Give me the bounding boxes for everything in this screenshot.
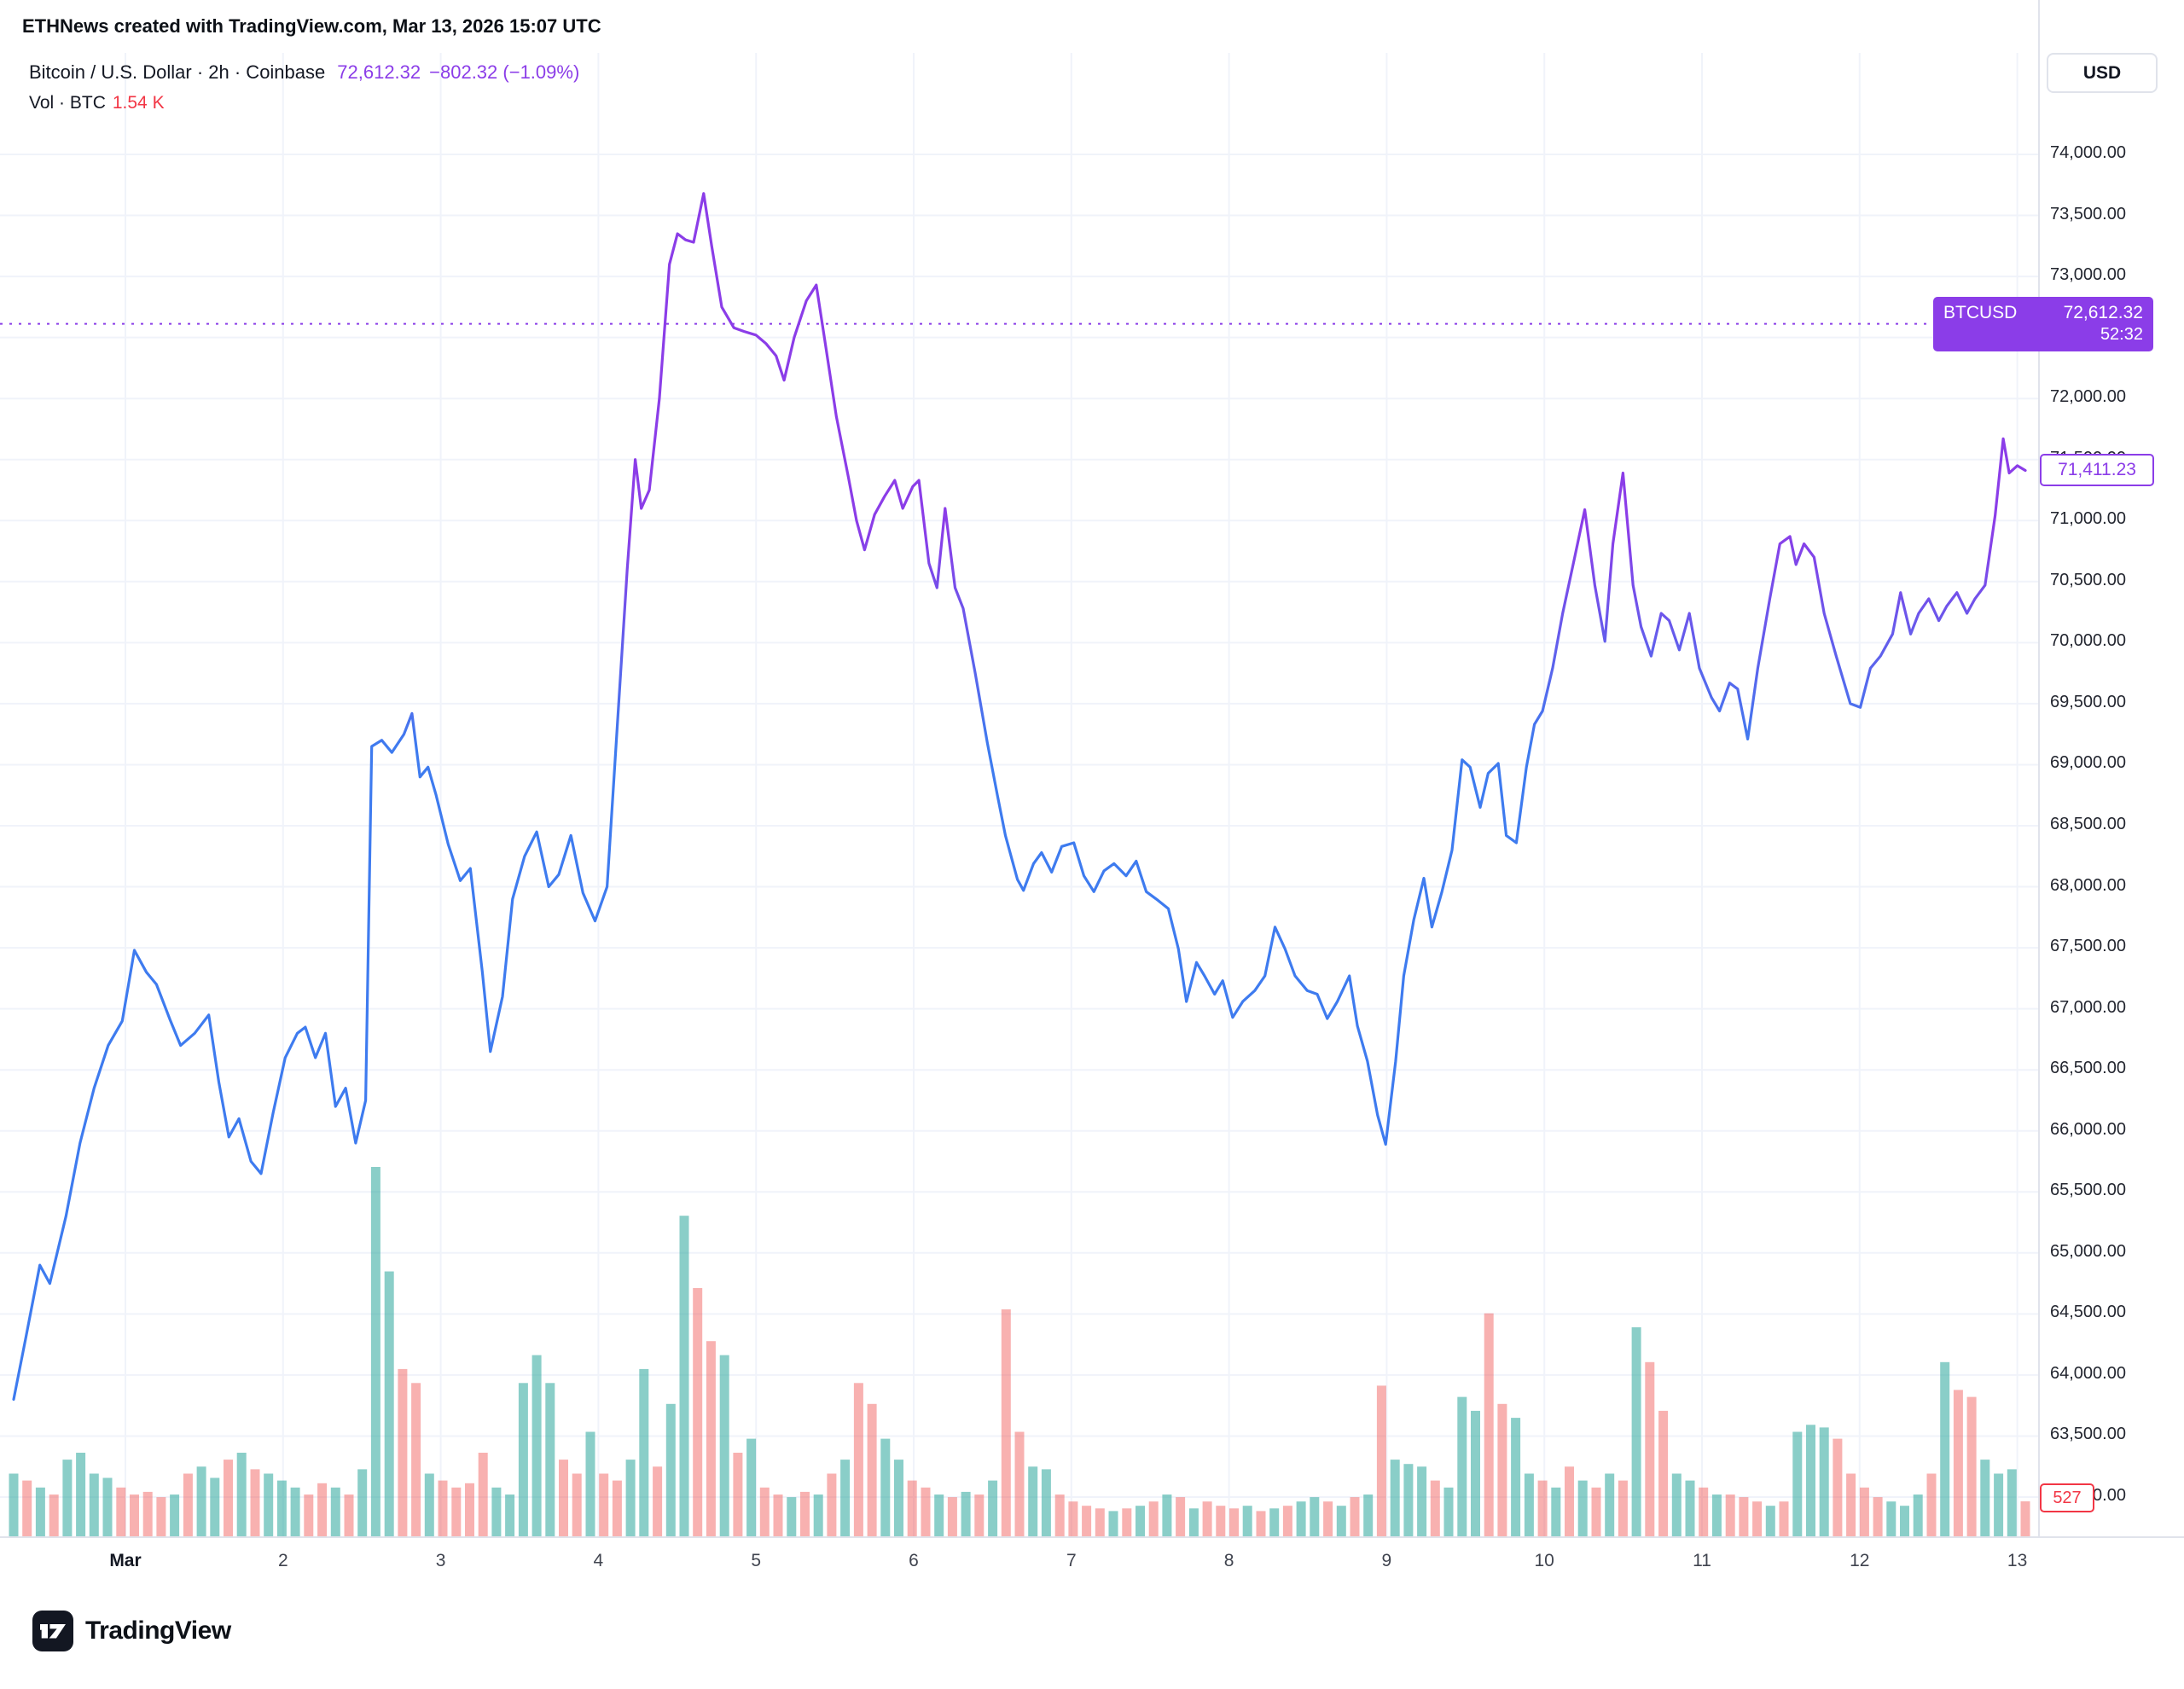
price-axis-label: 65,000.00 [2050, 1241, 2126, 1261]
last-price-tag[interactable]: 71,411.23 [2040, 454, 2154, 487]
price-axis-label: 64,000.00 [2050, 1363, 2126, 1383]
attribution-text: ETHNews created with TradingView.com, Ma… [22, 15, 601, 37]
tradingview-logo[interactable]: TradingView [32, 1611, 231, 1651]
volume-label: Vol · BTC [29, 93, 106, 113]
chart-legend: Bitcoin / U.S. Dollar · 2h · Coinbase 72,… [29, 61, 579, 113]
price-axis-label: 73,000.00 [2050, 265, 2126, 285]
price-axis-label: 63,500.00 [2050, 1425, 2126, 1444]
price-chart-canvas[interactable] [0, 0, 2038, 1536]
legend-change: −802.32 (−1.09%) [429, 61, 580, 83]
footer: TradingView [32, 1611, 231, 1651]
currency-button[interactable]: USD [2047, 53, 2158, 93]
current-price-tag-symbol: BTCUSD [1943, 302, 2018, 322]
time-axis-label: 8 [1223, 1551, 1234, 1570]
current-price-tag-countdown: 52:32 [2100, 324, 2143, 344]
tradingview-logo-text: TradingView [85, 1616, 231, 1645]
current-price-tag-value: 72,612.32 [2063, 302, 2143, 322]
time-axis-label: Mar [109, 1551, 142, 1570]
time-axis-label: 5 [751, 1551, 762, 1570]
price-axis-label: 68,500.00 [2050, 815, 2126, 833]
price-axis-label: 68,000.00 [2050, 875, 2126, 895]
time-axis-label: 11 [1693, 1551, 1711, 1570]
price-axis-label: 64,500.00 [2050, 1303, 2126, 1322]
time-axis[interactable]: Mar 2 3 4 5 6 7 8 9 10 11 12 13 [0, 1536, 2184, 1589]
price-axis-label: 71,000.00 [2050, 509, 2126, 529]
price-axis-label: 67,500.00 [2050, 937, 2126, 956]
price-axis-label: 73,500.00 [2050, 204, 2126, 223]
price-axis-label: 74,000.00 [2050, 143, 2126, 162]
tradingview-logo-icon [32, 1611, 73, 1651]
price-line [12, 192, 2027, 1402]
price-axis-label: 70,500.00 [2050, 570, 2126, 589]
current-price-tag[interactable]: BTCUSD 72,612.32 52:32 [1933, 296, 2153, 351]
price-axis-label: 66,000.00 [2050, 1119, 2126, 1139]
time-axis-label: 9 [1381, 1551, 1392, 1570]
price-axis-label: 70,000.00 [2050, 631, 2126, 651]
time-axis-label: 13 [2007, 1551, 2028, 1570]
time-axis-label: 6 [909, 1551, 919, 1570]
legend-price: 72,612.32 [337, 61, 421, 83]
time-axis-label: 3 [435, 1551, 446, 1570]
time-axis-label: 2 [277, 1551, 288, 1570]
price-axis-label: 72,000.00 [2050, 387, 2126, 407]
price-axis-label: 69,500.00 [2050, 692, 2126, 711]
legend-volume-row[interactable]: Vol · BTC 1.54 K [29, 93, 579, 113]
price-axis-label: 65,500.00 [2050, 1181, 2126, 1200]
last-volume-tag[interactable]: 527 [2040, 1483, 2094, 1512]
time-axis-label: 12 [1850, 1551, 1870, 1570]
symbol-title[interactable]: Bitcoin / U.S. Dollar · 2h · Coinbase [29, 61, 326, 83]
price-axis-label: 69,000.00 [2050, 753, 2126, 773]
volume-value: 1.54 K [112, 93, 165, 113]
price-axis-label: 66,500.00 [2050, 1059, 2126, 1078]
price-axis[interactable]: USD 74,000.0073,500.0073,000.0072,500.00… [2038, 0, 2184, 1536]
time-axis-label: 10 [1534, 1551, 1554, 1570]
price-axis-label: 67,000.00 [2050, 997, 2126, 1017]
time-axis-label: 7 [1066, 1551, 1077, 1570]
legend-symbol-row[interactable]: Bitcoin / U.S. Dollar · 2h · Coinbase 72,… [29, 61, 579, 84]
time-axis-label: 4 [593, 1551, 604, 1570]
